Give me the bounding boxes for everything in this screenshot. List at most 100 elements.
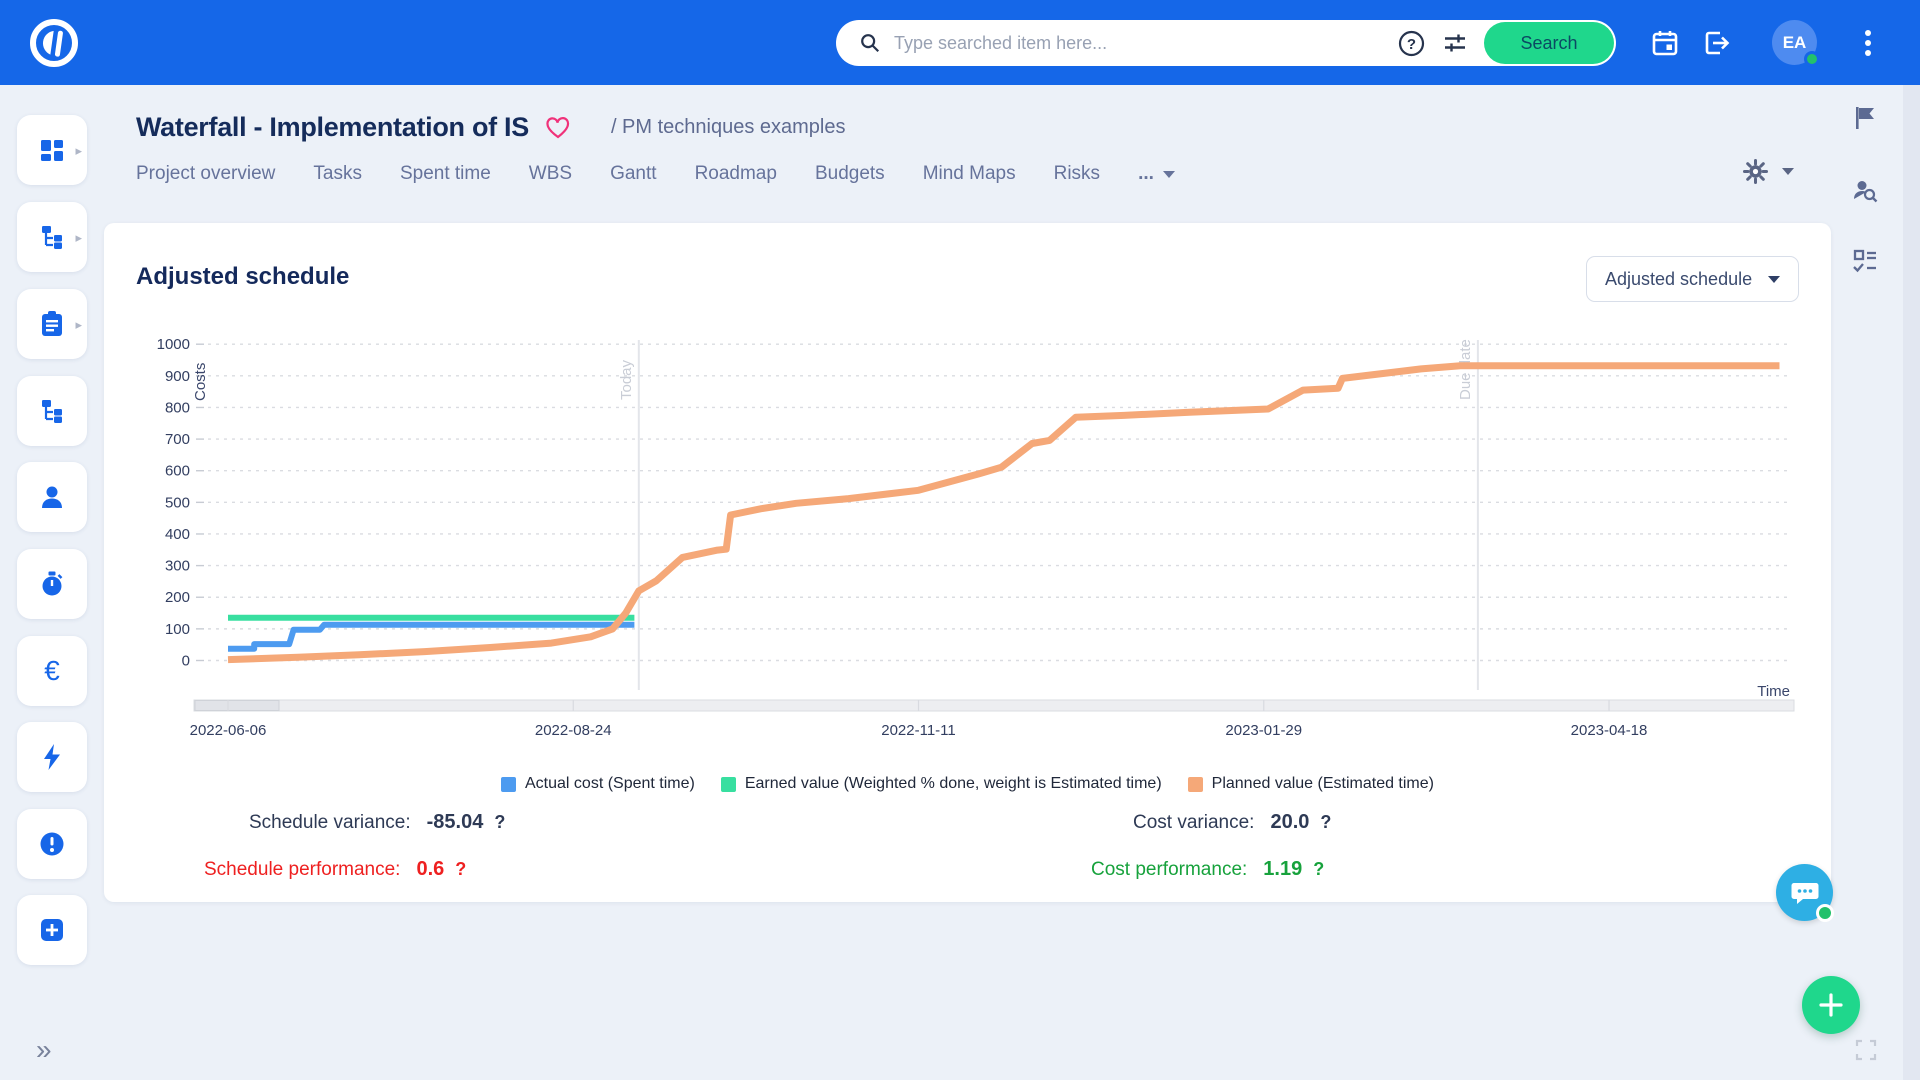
svg-text:0: 0 (182, 653, 190, 670)
tasks-clipboard-icon (42, 311, 62, 336)
fullscreen-icon[interactable] (1854, 1038, 1878, 1067)
sidebar-item-dashboard[interactable]: ▸ (17, 115, 87, 185)
adjusted-schedule-card: Adjusted schedule Adjusted schedule 0 100… (104, 223, 1831, 902)
svg-text:2022-06-06: 2022-06-06 (190, 722, 267, 739)
legend-swatch-green (720, 776, 736, 792)
app-logo-icon[interactable] (28, 17, 80, 69)
svg-text:2023-01-29: 2023-01-29 (1225, 722, 1302, 739)
page-header: Waterfall - Implementation of IS / PM te… (136, 112, 1175, 185)
sidebar-collapse-button[interactable]: » (36, 1034, 51, 1065)
svg-text:Today: Today (618, 359, 635, 400)
chevron-down-icon (1162, 170, 1175, 178)
legend-swatch-blue (501, 776, 516, 792)
help-icon[interactable]: ? (455, 859, 467, 879)
chevron-right-icon: ▸ (75, 143, 82, 158)
sidebar-item-issues[interactable] (17, 809, 87, 879)
legend-planned-value: Planned value (Estimated time) (1187, 775, 1434, 793)
svg-text:700: 700 (165, 431, 190, 448)
sidebar-item-tasks[interactable]: ▸ (17, 289, 87, 359)
svg-text:2022-08-24: 2022-08-24 (535, 722, 612, 739)
help-icon[interactable]: ? (1396, 28, 1426, 58)
svg-text:Due date: Due date (1457, 339, 1474, 400)
tab-tasks[interactable]: Tasks (313, 163, 362, 184)
help-icon[interactable]: ? (1320, 812, 1332, 832)
top-navbar: ? Search EA (0, 0, 1920, 85)
search-input[interactable] (894, 32, 1396, 54)
add-new-icon (41, 919, 63, 941)
breadcrumb[interactable]: / PM techniques examples (610, 116, 846, 138)
stopwatch-icon (42, 571, 63, 596)
tab-wbs[interactable]: WBS (528, 163, 573, 184)
sidebar-item-add-new[interactable] (17, 895, 87, 965)
svg-text:200: 200 (165, 589, 190, 606)
tab-risks[interactable]: Risks (1053, 163, 1101, 184)
legend-earned-value: Earned value (Weighted % done, weight is… (720, 775, 1162, 793)
svg-text:€: € (44, 655, 60, 686)
tab-project-overview[interactable]: Project overview (136, 163, 276, 184)
svg-text:500: 500 (165, 494, 190, 511)
kebab-menu-icon[interactable] (1858, 25, 1878, 61)
svg-text:?: ? (1406, 36, 1415, 53)
tab-budgets[interactable]: Budgets (814, 163, 885, 184)
svg-text:800: 800 (165, 399, 190, 416)
quick-actions-lightning-icon (44, 744, 60, 770)
chat-online-dot (1816, 904, 1834, 922)
project-tree-icon (42, 226, 62, 249)
svg-text:2022-11-11: 2022-11-11 (881, 722, 956, 739)
favorite-heart-icon[interactable] (545, 116, 571, 140)
flag-icon[interactable] (1848, 101, 1882, 135)
svg-text:900: 900 (165, 368, 190, 385)
cost-performance-stat: Cost performance: 1.19 ? (1091, 858, 1325, 880)
tab-gantt[interactable]: Gantt (610, 163, 657, 184)
plus-icon (1819, 993, 1843, 1017)
tab-mind-maps[interactable]: Mind Maps (922, 163, 1016, 184)
sidebar-item-wbs[interactable] (17, 376, 87, 446)
project-settings-button[interactable] (1742, 158, 1794, 185)
sidebar-item-projects[interactable]: ▸ (17, 202, 87, 272)
search-button[interactable]: Search (1484, 22, 1614, 64)
legend-swatch-orange (1187, 776, 1203, 792)
help-icon[interactable]: ? (494, 812, 506, 832)
chevron-down-icon (1768, 275, 1780, 283)
svg-text:300: 300 (165, 558, 190, 575)
svg-text:600: 600 (165, 463, 190, 480)
dashboard-icon (41, 140, 63, 161)
online-status-dot (1804, 51, 1820, 67)
checklist-icon[interactable] (1848, 244, 1882, 278)
global-search-bar: ? Search (836, 20, 1616, 66)
legend-actual-cost: Actual cost (Spent time) (501, 775, 695, 793)
chevron-right-icon: ▸ (75, 230, 82, 245)
sidebar-item-quick-actions[interactable] (17, 722, 87, 792)
sidebar-item-users[interactable] (17, 462, 87, 532)
tab-spent-time[interactable]: Spent time (399, 163, 491, 184)
user-search-icon[interactable] (1848, 174, 1882, 208)
budget-euro-icon: € (44, 655, 60, 686)
logout-icon[interactable] (1700, 26, 1734, 60)
chat-bubble-icon (1791, 882, 1818, 904)
calendar-icon[interactable] (1648, 26, 1682, 60)
chart-type-dropdown[interactable]: Adjusted schedule (1586, 256, 1799, 302)
filter-settings-icon[interactable] (1440, 28, 1470, 58)
sidebar-item-budgets[interactable]: € (17, 636, 87, 706)
tab-roadmap[interactable]: Roadmap (694, 163, 777, 184)
dropdown-value: Adjusted schedule (1605, 268, 1753, 289)
chart-legend: Actual cost (Spent time) Earned value (W… (104, 775, 1831, 793)
project-tabs: Project overview Tasks Spent time WBS Ga… (136, 163, 1175, 185)
chat-widget-button[interactable] (1776, 864, 1834, 922)
issues-exclamation-icon (40, 832, 64, 856)
search-icon (858, 28, 882, 58)
avatar-initials: EA (1782, 32, 1807, 52)
add-button-fab[interactable] (1802, 976, 1860, 1034)
card-title: Adjusted schedule (136, 263, 350, 290)
svg-text:Costs: Costs (192, 363, 209, 401)
page-title: Waterfall - Implementation of IS (136, 112, 529, 142)
avatar[interactable]: EA (1772, 20, 1820, 67)
wbs-tree-icon (42, 400, 62, 423)
sidebar-item-spent-time[interactable] (17, 549, 87, 619)
help-icon[interactable]: ? (1313, 859, 1325, 879)
svg-text:400: 400 (165, 526, 190, 543)
right-rail (1903, 85, 1920, 1080)
svg-text:Time: Time (1757, 683, 1790, 700)
tabs-more-button[interactable]: ... (1138, 163, 1175, 185)
